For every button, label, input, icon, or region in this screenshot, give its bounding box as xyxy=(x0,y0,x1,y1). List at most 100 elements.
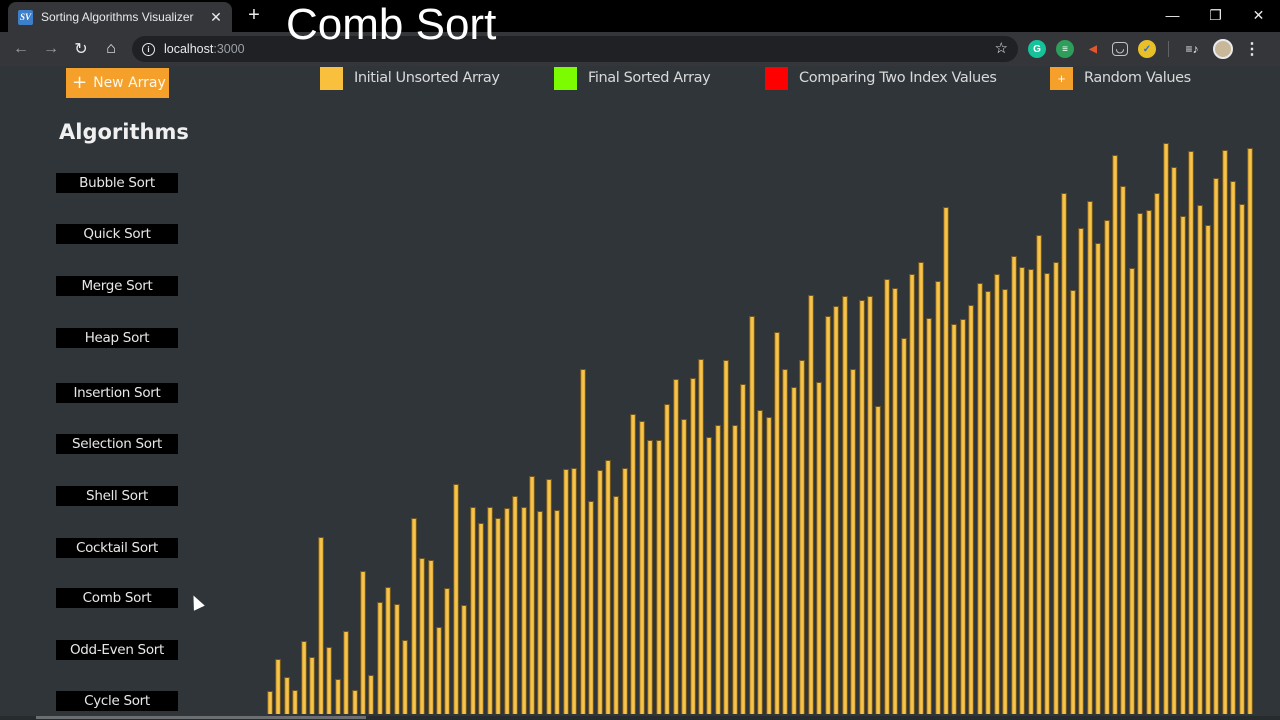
array-bar xyxy=(1002,289,1009,714)
array-bar xyxy=(807,295,814,714)
restore-button[interactable]: ❐ xyxy=(1209,6,1222,23)
array-bar xyxy=(943,207,949,714)
tab-manager-icon[interactable]: ≡ xyxy=(1056,40,1074,58)
array-bar xyxy=(706,437,713,714)
tab-title: Sorting Algorithms Visualizer xyxy=(41,10,194,24)
array-bar xyxy=(740,384,747,714)
array-bar xyxy=(1171,167,1178,714)
array-bar xyxy=(452,484,459,714)
array-bar xyxy=(283,677,290,714)
bookmark-star-icon[interactable]: ☆ xyxy=(994,40,1008,57)
array-bar xyxy=(309,657,316,714)
address-bar[interactable]: i localhost:3000 ☆ xyxy=(132,36,1018,62)
array-bar xyxy=(985,291,992,714)
array-bar xyxy=(537,511,544,714)
array-bar xyxy=(436,627,442,714)
cycle-sort-button[interactable]: Cycle Sort xyxy=(56,691,178,711)
array-bar xyxy=(605,460,611,714)
plus-icon: + xyxy=(72,72,88,93)
legend-initial-unsorted: Initial Unsorted Array xyxy=(320,66,500,90)
legend-label: Final Sorted Array xyxy=(588,70,711,86)
array-bar xyxy=(774,332,780,714)
yellow-swatch-icon xyxy=(320,66,343,90)
array-bar xyxy=(588,501,595,714)
close-window-button[interactable]: ✕ xyxy=(1252,6,1265,23)
heap-sort-button[interactable]: Heap Sort xyxy=(56,328,178,348)
legend-label: Initial Unsorted Array xyxy=(354,70,500,86)
megaphone-icon[interactable]: ◀ xyxy=(1089,43,1097,55)
home-button[interactable]: ⌂ xyxy=(106,40,116,57)
array-bar xyxy=(478,523,485,714)
quick-sort-button[interactable]: Quick Sort xyxy=(56,224,178,244)
array-bar xyxy=(655,440,662,714)
array-bar xyxy=(1078,228,1085,714)
array-bar xyxy=(512,496,519,714)
array-bar xyxy=(1027,269,1034,714)
new-array-button[interactable]: + New Array xyxy=(66,68,169,98)
new-tab-button[interactable]: + xyxy=(248,4,260,26)
pocket-icon[interactable]: ◡ xyxy=(1112,42,1128,56)
array-bar xyxy=(410,518,417,714)
horizontal-scrollbar[interactable] xyxy=(36,716,366,719)
array-bar xyxy=(1128,268,1135,714)
merge-sort-button[interactable]: Merge Sort xyxy=(56,276,178,296)
forward-button[interactable]: → xyxy=(43,40,59,57)
plus-swatch-icon: + xyxy=(1050,66,1073,90)
array-bar xyxy=(841,296,848,714)
array-bar xyxy=(1103,220,1110,714)
reload-button[interactable]: ↻ xyxy=(74,41,88,58)
array-bar xyxy=(317,537,324,714)
array-bar xyxy=(385,587,392,714)
array-bar xyxy=(858,300,865,714)
grammarly-icon[interactable]: G xyxy=(1028,40,1046,58)
array-bar xyxy=(1112,155,1118,714)
legend-label: Comparing Two Index Values xyxy=(799,70,997,86)
array-bar xyxy=(503,508,510,714)
close-tab-icon[interactable]: ✕ xyxy=(210,8,222,25)
bubble-sort-button[interactable]: Bubble Sort xyxy=(56,173,178,193)
array-bar xyxy=(731,425,738,714)
array-bar xyxy=(638,421,645,714)
url-host: localhost xyxy=(164,42,214,56)
array-bar xyxy=(486,507,493,714)
array-bar xyxy=(934,281,941,714)
browser-toolbar: ← → ↻ ⌂ i localhost:3000 ☆ G ≡ ◀ ◡ ✓ ≡♪ … xyxy=(0,32,1280,66)
selection-sort-button[interactable]: Selection Sort xyxy=(56,434,178,454)
array-bar xyxy=(326,647,333,714)
window-controls: — ❐ ✕ xyxy=(1151,0,1280,30)
array-bar xyxy=(976,283,983,714)
array-bar xyxy=(351,690,358,714)
site-info-icon[interactable]: i xyxy=(142,42,155,56)
checkmark-icon[interactable]: ✓ xyxy=(1138,40,1156,58)
array-bar xyxy=(850,369,857,714)
minimize-button[interactable]: — xyxy=(1165,7,1180,23)
menu-kebab-icon[interactable]: ⋮ xyxy=(1244,41,1260,58)
array-bar xyxy=(1086,201,1093,714)
browser-tab[interactable]: SV Sorting Algorithms Visualizer ✕ xyxy=(8,2,232,32)
array-bar xyxy=(816,382,823,714)
array-bar xyxy=(267,691,273,714)
cocktail-sort-button[interactable]: Cocktail Sort xyxy=(56,538,178,558)
array-bar xyxy=(469,507,476,714)
array-bar xyxy=(292,690,299,714)
array-bar xyxy=(1221,150,1228,714)
array-bar xyxy=(1061,193,1068,714)
legend-random-values: + Random Values xyxy=(1050,66,1191,90)
profile-avatar[interactable] xyxy=(1213,39,1233,59)
media-control-icon[interactable]: ≡♪ xyxy=(1185,42,1199,56)
back-button[interactable]: ← xyxy=(13,40,29,57)
array-bar xyxy=(1137,213,1144,714)
comb-sort-button[interactable]: Comb Sort xyxy=(56,588,178,608)
array-bar xyxy=(892,288,899,714)
odd-even-sort-button[interactable]: Odd-Even Sort xyxy=(56,640,178,660)
insertion-sort-button[interactable]: Insertion Sort xyxy=(56,383,178,403)
array-bar xyxy=(951,324,958,714)
array-bar xyxy=(621,468,628,714)
array-bar xyxy=(866,296,873,714)
array-bar xyxy=(1204,225,1211,714)
array-bar xyxy=(444,588,451,714)
array-bar xyxy=(993,274,1000,714)
array-bar xyxy=(824,316,831,714)
array-bar xyxy=(596,470,603,714)
shell-sort-button[interactable]: Shell Sort xyxy=(56,486,178,506)
